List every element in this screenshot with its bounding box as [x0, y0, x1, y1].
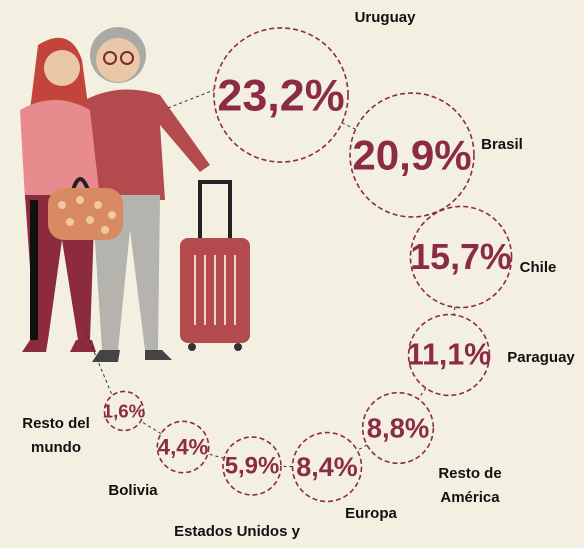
value-label: 23,2%: [217, 70, 344, 121]
category-label: Europa: [345, 505, 397, 522]
category-label: Resto de América: [438, 465, 502, 506]
bubble: [103, 390, 145, 432]
category-label: Paraguay: [507, 349, 575, 366]
value-label: 20,9%: [352, 132, 471, 179]
category-label: Bolivia: [108, 482, 158, 499]
bubble: [409, 205, 513, 309]
value-label: 8,8%: [367, 413, 430, 444]
travelers-illustration: [20, 27, 250, 362]
category-label: Resto del mundo: [22, 415, 90, 456]
connector: [417, 387, 427, 400]
connector: [356, 444, 368, 451]
value-label: 1,6%: [103, 401, 146, 422]
bubble: [361, 391, 435, 465]
value-label: 8,4%: [296, 452, 357, 482]
value-label: 11,1%: [407, 339, 491, 372]
connector: [167, 89, 215, 109]
value-label: 5,9%: [225, 453, 280, 480]
connector: [341, 122, 356, 130]
category-label: Chile: [519, 259, 557, 276]
connector: [453, 307, 456, 315]
bubble: [156, 420, 210, 474]
value-label: 4,4%: [158, 435, 209, 460]
connector: [207, 453, 225, 459]
category-label: Brasil: [481, 136, 523, 153]
value-label: 15,7%: [410, 237, 511, 277]
connector: [140, 420, 162, 435]
category-label: Estados Unidos y Canadá: [174, 523, 300, 548]
bubble: [407, 313, 491, 397]
bubble: [349, 92, 475, 218]
bubble: [213, 27, 349, 163]
bubble: [291, 431, 363, 503]
bubble: [222, 436, 282, 496]
category-label: Uruguay: [354, 9, 416, 26]
